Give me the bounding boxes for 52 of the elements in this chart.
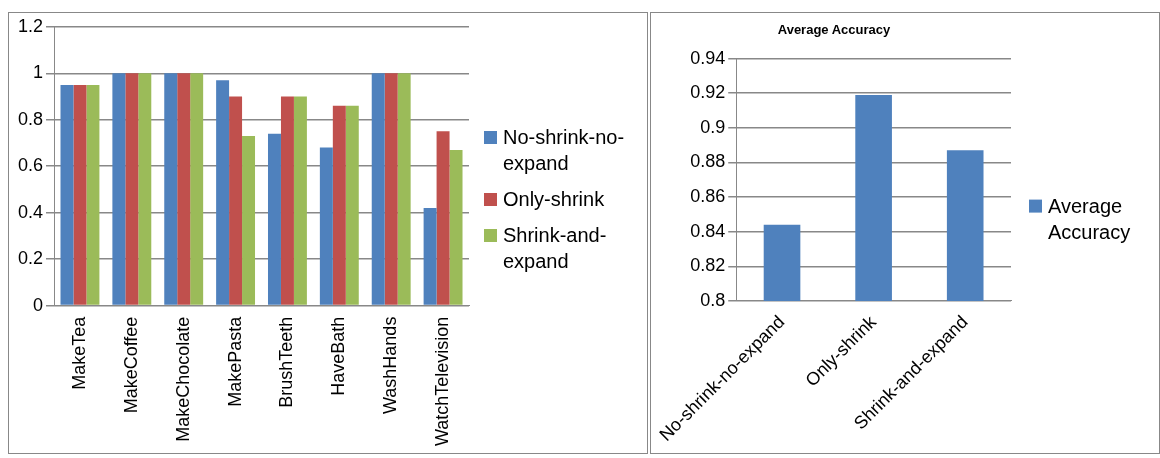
y-tick-label: 0.88 bbox=[690, 151, 726, 172]
y-tick-label: 1 bbox=[33, 62, 44, 83]
y-tick-label: 0.9 bbox=[700, 116, 726, 137]
y-tick-label: 0.94 bbox=[690, 47, 726, 68]
y-tick-label: 0.84 bbox=[690, 220, 726, 241]
bar bbox=[138, 73, 152, 305]
bar bbox=[345, 105, 359, 305]
bar bbox=[280, 96, 294, 305]
y-tick-label: 0 bbox=[33, 294, 44, 315]
legend-label: No-shrink-no-expand bbox=[503, 125, 626, 176]
legend-label: Average Accuracy bbox=[1048, 193, 1132, 245]
bar bbox=[449, 149, 463, 305]
chart-title: Average Accuracy bbox=[777, 22, 892, 38]
bar bbox=[164, 73, 178, 305]
bar bbox=[423, 208, 437, 305]
x-tick-label: HaveBath bbox=[328, 316, 349, 396]
x-tick-label: MakePasta bbox=[224, 315, 245, 407]
bar bbox=[384, 73, 398, 305]
y-tick-label: 1.2 bbox=[17, 15, 44, 36]
bar bbox=[86, 84, 100, 305]
y-tick-label: 0.92 bbox=[690, 82, 726, 103]
y-tick-label: 0.8 bbox=[17, 108, 44, 129]
x-tick-label: WashHands bbox=[380, 316, 401, 414]
bar bbox=[190, 73, 204, 305]
bar bbox=[371, 73, 385, 305]
bar bbox=[397, 73, 411, 305]
bar bbox=[268, 133, 281, 305]
bar bbox=[177, 73, 191, 305]
bar bbox=[60, 84, 74, 305]
bar bbox=[125, 73, 139, 305]
x-tick-label: MakeCoffee bbox=[120, 316, 141, 414]
y-tick-label: 0.6 bbox=[17, 155, 44, 176]
legend-label: Shrink-and-expand bbox=[503, 223, 608, 274]
x-tick-label: BrushTeeth bbox=[276, 316, 297, 408]
y-tick-label: 0.82 bbox=[690, 255, 726, 276]
bar bbox=[112, 73, 126, 305]
bar bbox=[242, 136, 256, 305]
bar bbox=[229, 96, 243, 305]
x-tick-label: WatchTelevision bbox=[432, 316, 453, 447]
y-tick-label: 0.8 bbox=[700, 289, 726, 310]
legend-label: Only-shrink bbox=[503, 187, 605, 212]
bar bbox=[293, 96, 307, 305]
bar bbox=[73, 84, 87, 305]
bar bbox=[216, 80, 230, 305]
x-tick-label: MakeChocolate bbox=[172, 316, 193, 442]
bar bbox=[319, 147, 333, 305]
bar bbox=[436, 131, 450, 305]
y-tick-label: 0.4 bbox=[17, 201, 44, 222]
x-tick-label: MakeTea bbox=[68, 315, 89, 390]
bar bbox=[332, 105, 346, 305]
y-tick-label: 0.2 bbox=[17, 248, 44, 269]
y-tick-label: 0.86 bbox=[690, 186, 726, 207]
